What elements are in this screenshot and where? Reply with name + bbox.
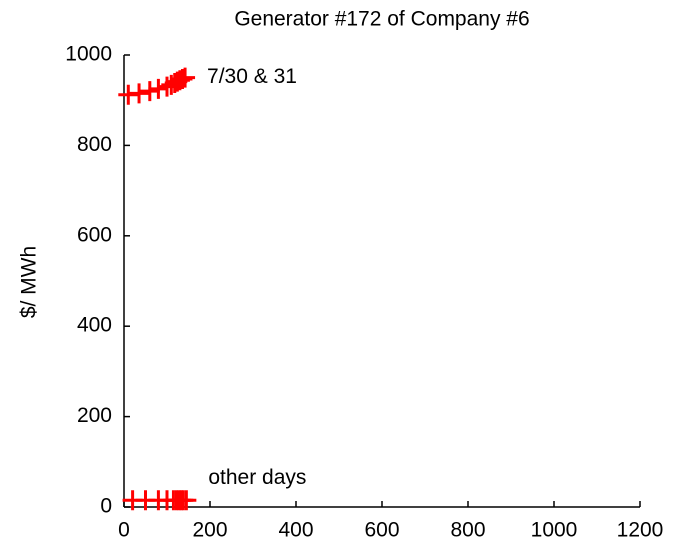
y-tick-label: 600 bbox=[77, 223, 112, 246]
y-tick-label: 800 bbox=[77, 133, 112, 156]
y-tick-label: 200 bbox=[77, 404, 112, 427]
marker bbox=[139, 81, 160, 102]
marker bbox=[148, 78, 169, 99]
marker bbox=[176, 490, 197, 511]
marker bbox=[129, 83, 150, 104]
y-tick-label: 0 bbox=[100, 495, 112, 518]
series-label: other days bbox=[208, 466, 306, 489]
x-tick-label: 1200 bbox=[617, 519, 664, 542]
x-tick-label: 400 bbox=[278, 519, 313, 542]
y-axis-label: $/ MWh bbox=[18, 246, 41, 318]
y-tick-label: 1000 bbox=[65, 43, 112, 66]
chart-title: Generator #172 of Company #6 bbox=[234, 8, 529, 31]
y-tick-label: 400 bbox=[77, 314, 112, 337]
x-tick-label: 1000 bbox=[531, 519, 578, 542]
x-tick-label: 0 bbox=[118, 519, 130, 542]
x-tick-label: 200 bbox=[192, 519, 227, 542]
x-tick-label: 800 bbox=[450, 519, 485, 542]
x-tick-label: 600 bbox=[364, 519, 399, 542]
series-label: 7/30 & 31 bbox=[207, 65, 297, 88]
marker bbox=[175, 67, 196, 88]
